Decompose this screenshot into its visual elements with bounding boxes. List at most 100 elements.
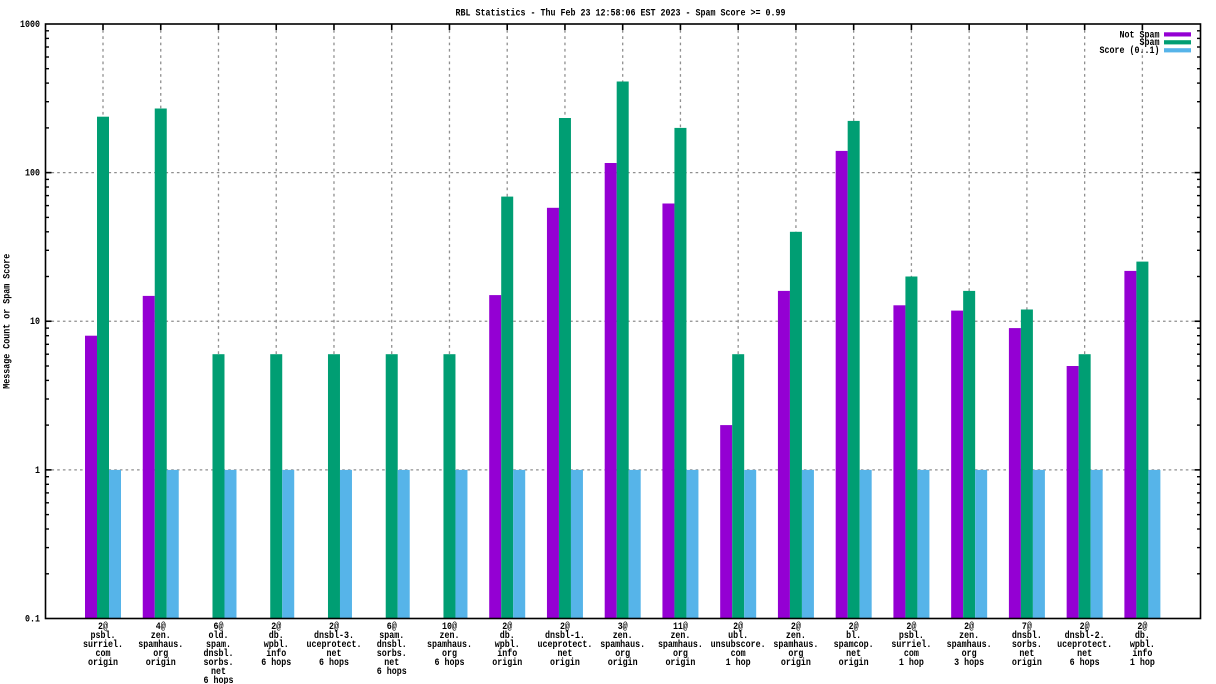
svg-text:dnsbl-2.: dnsbl-2. xyxy=(1065,630,1105,642)
svg-text:2@: 2@ xyxy=(849,621,859,633)
svg-text:2@: 2@ xyxy=(964,621,974,633)
svg-text:6@: 6@ xyxy=(213,621,223,633)
svg-text:origin: origin xyxy=(665,657,695,669)
svg-text:net: net xyxy=(557,649,572,660)
svg-text:net: net xyxy=(1077,649,1092,660)
svg-text:spamhaus.: spamhaus. xyxy=(658,639,703,651)
svg-text:sorbs.: sorbs. xyxy=(203,657,233,669)
svg-text:Message Count or Spam Score: Message Count or Spam Score xyxy=(3,254,14,389)
svg-text:11@: 11@ xyxy=(673,621,688,633)
svg-text:uceprotect.: uceprotect. xyxy=(306,640,361,651)
svg-text:2@: 2@ xyxy=(1080,621,1090,633)
svg-text:sorbs.: sorbs. xyxy=(377,648,407,660)
svg-text:old.: old. xyxy=(208,630,228,642)
svg-text:org: org xyxy=(615,649,630,660)
svg-text:org: org xyxy=(962,649,977,660)
svg-text:6@: 6@ xyxy=(387,621,397,633)
svg-text:db.: db. xyxy=(269,630,284,642)
svg-text:org: org xyxy=(673,649,688,660)
svg-text:zen.: zen. xyxy=(613,631,633,642)
svg-text:zen.: zen. xyxy=(439,631,459,642)
svg-text:psbl.: psbl. xyxy=(91,630,116,642)
svg-text:1 hop: 1 hop xyxy=(1130,657,1155,669)
svg-text:spamhaus.: spamhaus. xyxy=(138,639,183,651)
svg-text:db.: db. xyxy=(1135,630,1150,642)
svg-text:RBL Statistics - Thu Feb 23 12: RBL Statistics - Thu Feb 23 12:58:06 EST… xyxy=(456,8,786,20)
svg-text:spamhaus.: spamhaus. xyxy=(773,639,818,651)
svg-text:uceprotect.: uceprotect. xyxy=(1057,640,1112,651)
svg-text:2@: 2@ xyxy=(271,621,281,633)
svg-text:2@: 2@ xyxy=(1137,621,1147,633)
svg-text:origin: origin xyxy=(1012,657,1042,669)
svg-text:db.: db. xyxy=(500,630,515,642)
svg-text:origin: origin xyxy=(781,657,811,669)
svg-text:6 hops: 6 hops xyxy=(203,675,233,684)
svg-text:surriel.: surriel. xyxy=(891,639,931,651)
svg-text:zen.: zen. xyxy=(151,631,171,642)
svg-text:dnsbl.: dnsbl. xyxy=(377,639,407,651)
svg-text:6 hops: 6 hops xyxy=(377,666,407,678)
svg-text:origin: origin xyxy=(608,657,638,669)
svg-text:100: 100 xyxy=(25,169,40,180)
svg-text:1 hop: 1 hop xyxy=(899,657,924,669)
svg-text:unsubscore.: unsubscore. xyxy=(711,639,766,651)
svg-text:spam.: spam. xyxy=(379,631,404,642)
svg-text:origin: origin xyxy=(492,657,522,669)
svg-text:org: org xyxy=(442,649,457,660)
svg-text:origin: origin xyxy=(88,657,118,669)
svg-text:spam.: spam. xyxy=(206,640,231,651)
svg-text:wpbl.: wpbl. xyxy=(264,639,289,651)
svg-text:1000: 1000 xyxy=(20,20,40,31)
svg-text:zen.: zen. xyxy=(959,631,979,642)
svg-text:wpbl.: wpbl. xyxy=(1130,639,1155,651)
svg-text:6 hops: 6 hops xyxy=(1070,657,1100,669)
svg-text:2@: 2@ xyxy=(791,621,801,633)
svg-text:Spam: Spam xyxy=(1140,38,1160,49)
svg-text:wpbl.: wpbl. xyxy=(495,639,520,651)
svg-text:net: net xyxy=(326,649,341,660)
svg-text:bl.: bl. xyxy=(846,630,861,642)
svg-text:info: info xyxy=(497,648,517,660)
svg-text:org: org xyxy=(153,649,168,660)
svg-text:info: info xyxy=(266,648,286,660)
svg-text:surriel.: surriel. xyxy=(83,639,123,651)
svg-text:2@: 2@ xyxy=(906,621,916,633)
svg-text:uceprotect.: uceprotect. xyxy=(537,640,592,651)
svg-text:10@: 10@ xyxy=(442,621,457,633)
svg-text:1 hop: 1 hop xyxy=(726,657,751,669)
svg-text:com: com xyxy=(904,649,919,660)
svg-text:dnsbl-1.: dnsbl-1. xyxy=(545,630,585,642)
svg-text:zen.: zen. xyxy=(786,631,806,642)
svg-text:com: com xyxy=(731,649,746,660)
svg-text:0.1: 0.1 xyxy=(25,614,40,625)
svg-text:net: net xyxy=(211,667,226,678)
svg-text:6 hops: 6 hops xyxy=(434,657,464,669)
svg-text:org: org xyxy=(788,649,803,660)
svg-text:net: net xyxy=(846,649,861,660)
svg-text:spamhaus.: spamhaus. xyxy=(947,639,992,651)
svg-text:psbl.: psbl. xyxy=(899,630,924,642)
svg-text:spamcop.: spamcop. xyxy=(834,640,874,651)
svg-text:origin: origin xyxy=(550,657,580,669)
svg-text:ubl.: ubl. xyxy=(728,630,748,642)
svg-text:3@: 3@ xyxy=(618,621,628,633)
svg-text:origin: origin xyxy=(146,657,176,669)
svg-text:dnsbl.: dnsbl. xyxy=(203,648,233,660)
svg-text:info: info xyxy=(1132,648,1152,660)
svg-text:3 hops: 3 hops xyxy=(954,657,984,669)
svg-text:4@: 4@ xyxy=(156,621,166,633)
svg-text:zen.: zen. xyxy=(670,631,690,642)
svg-text:com: com xyxy=(96,649,111,660)
svg-text:6 hops: 6 hops xyxy=(319,657,349,669)
svg-text:dnsbl-3.: dnsbl-3. xyxy=(314,630,354,642)
svg-text:origin: origin xyxy=(839,657,869,669)
svg-text:7@: 7@ xyxy=(1022,621,1032,633)
svg-text:2@: 2@ xyxy=(560,621,570,633)
svg-text:10: 10 xyxy=(30,317,40,328)
svg-text:dnsbl.: dnsbl. xyxy=(1012,630,1042,642)
svg-text:2@: 2@ xyxy=(329,621,339,633)
svg-text:Score (0..1): Score (0..1) xyxy=(1100,45,1160,57)
svg-text:1: 1 xyxy=(35,466,40,477)
svg-text:spamhaus.: spamhaus. xyxy=(600,639,645,651)
svg-text:net: net xyxy=(384,658,399,669)
